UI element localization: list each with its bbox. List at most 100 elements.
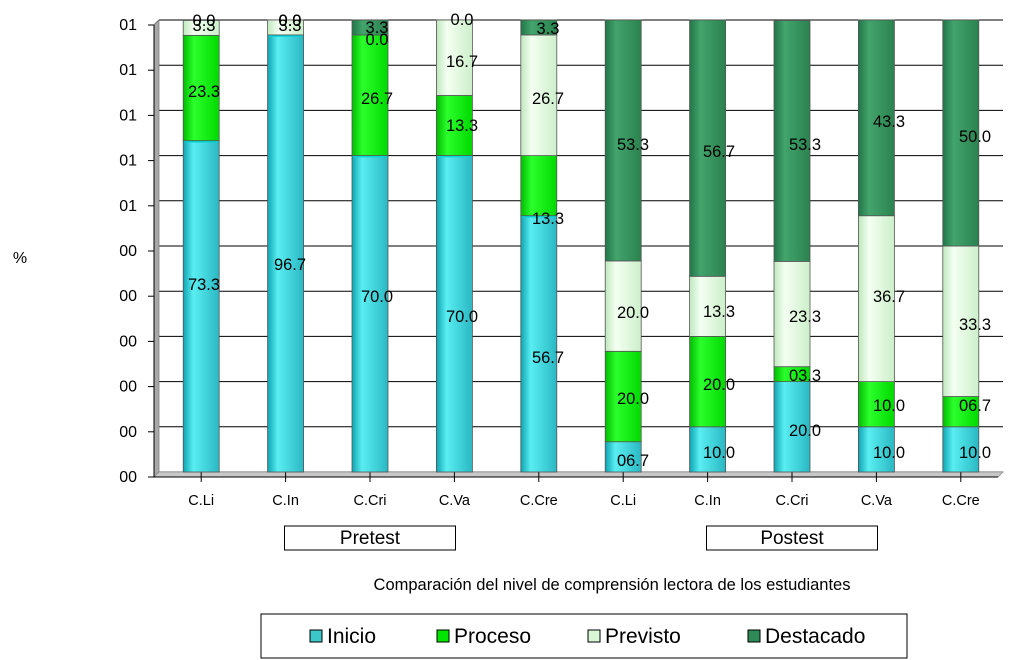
bar-segment-inicio	[435, 155, 473, 473]
data-label-destacado: 3.3	[366, 19, 389, 37]
y-tick-label: 00	[119, 379, 137, 396]
y-tick-label: 00	[119, 424, 137, 441]
bar-segment-proceso	[689, 335, 726, 428]
axes: 00 00 00 00 00 00 01 01 01 01 01	[119, 17, 1004, 486]
data-label-previsto: 16.7	[446, 53, 478, 71]
bar-segment-destacado	[351, 19, 389, 36]
data-label-previsto: 26.7	[532, 90, 564, 108]
data-label-proceso: 03.3	[789, 367, 821, 385]
data-label-previsto: 33.3	[959, 316, 991, 334]
data-label-previsto: 23.3	[789, 308, 821, 326]
bar-segment-inicio	[942, 426, 980, 473]
y-axis-title: %	[13, 250, 27, 267]
data-label-destacado: 3.3	[537, 20, 560, 38]
data-label-destacado: 53.3	[789, 136, 821, 154]
bar-segment-proceso	[435, 95, 473, 157]
legend: Inicio Proceso Previsto Destacado	[260, 613, 908, 659]
y-tick-label: 00	[119, 288, 137, 305]
bar-segment-destacado	[942, 19, 980, 247]
data-label-inicio: 56.7	[532, 349, 564, 367]
data-label-inicio: 70.0	[361, 288, 393, 306]
x-tick-label: C.In	[694, 493, 721, 509]
data-label-destacado: 0.0	[451, 11, 474, 29]
x-tick-label: C.Li	[610, 493, 636, 509]
data-label-inicio: 10.0	[959, 444, 991, 462]
data-label-proceso: 06.7	[959, 397, 991, 415]
data-labels: 73.323.33.30.096.73.30.00.070.026.70.03.…	[188, 11, 991, 470]
data-label-proceso: 13.3	[532, 210, 564, 228]
group-labels: Pretest Postest	[284, 525, 878, 551]
bar-segment-destacado	[520, 19, 558, 36]
bar-segment-inicio	[773, 381, 811, 473]
data-label-destacado: 50.0	[959, 128, 991, 146]
data-label-destacado: 53.3	[617, 136, 649, 154]
data-label-proceso: 10.0	[873, 397, 905, 415]
y-tick-label: 00	[119, 469, 137, 486]
legend-swatch-inicio	[309, 629, 323, 643]
bar-segment-inicio	[182, 140, 220, 473]
bar-segment-previsto	[604, 260, 642, 352]
data-label-previsto: 36.7	[873, 288, 905, 306]
x-tick-label: C.Cri	[353, 493, 386, 509]
data-label-inicio: 10.0	[873, 444, 905, 462]
y-tick-label: 01	[119, 17, 137, 34]
data-label-destacado: 43.3	[873, 113, 905, 131]
bars	[182, 19, 980, 473]
data-label-proceso: 23.3	[188, 83, 220, 101]
bar-segment-proceso	[351, 34, 389, 156]
y-tick-label: 01	[119, 107, 137, 124]
y-tick-label: 00	[119, 333, 137, 350]
y-tick-label: 00	[119, 243, 137, 260]
x-tick-label: C.In	[272, 493, 299, 509]
data-label-proceso: 20.0	[617, 390, 649, 408]
bar-segment-destacado	[858, 19, 895, 217]
bar-segment-destacado	[773, 20, 811, 262]
data-label-previsto: 13.3	[703, 303, 735, 321]
bar-segment-previsto	[435, 19, 473, 96]
data-label-proceso: 13.3	[446, 117, 478, 135]
bar-segment-previsto	[689, 275, 726, 337]
data-label-previsto: 3.3	[193, 17, 216, 35]
legend-frame	[260, 613, 908, 659]
data-label-proceso: 20.0	[703, 376, 735, 394]
floor	[153, 471, 1004, 478]
bar-segment-proceso	[604, 350, 642, 443]
group-label-pretest: Pretest	[340, 528, 401, 549]
x-tick-label: C.Va	[861, 493, 893, 509]
data-label-inicio: 96.7	[274, 256, 306, 274]
bar-segment-previsto	[182, 20, 220, 36]
bar-segment-inicio	[351, 155, 389, 473]
data-label-destacado: 56.7	[703, 143, 735, 161]
x-axis-tick-labels: C.Li C.In C.Cri C.Va C.Cre C.Li C.In C.Cri C.Va C…	[188, 493, 979, 509]
bar-segment-destacado	[689, 19, 726, 277]
group-box-pretest	[284, 525, 456, 551]
x-tick-label: C.Va	[439, 493, 471, 509]
data-label-previsto: 0.0	[279, 12, 302, 30]
legend-label-previsto: Previsto	[605, 625, 681, 648]
data-label-inicio: 10.0	[703, 444, 735, 462]
bar-segment-proceso	[520, 155, 558, 217]
x-tick-label: C.Cre	[520, 493, 558, 509]
data-label-inicio: 70.0	[446, 308, 478, 326]
bar-segment-inicio	[267, 34, 305, 473]
data-label-inicio: 73.3	[188, 276, 220, 294]
data-label-inicio: 06.7	[617, 452, 649, 470]
x-tick-label: C.Cri	[775, 493, 808, 509]
data-label-destacado: 0.0	[193, 12, 216, 30]
legend-label-inicio: Inicio	[327, 625, 376, 648]
bar-segment-proceso	[942, 396, 980, 428]
bar-segment-inicio	[520, 215, 558, 473]
data-label-previsto: 20.0	[617, 304, 649, 322]
data-label-inicio: 20.0	[789, 422, 821, 440]
legend-swatch-previsto	[587, 629, 601, 643]
x-tick-label: C.Cre	[942, 493, 980, 509]
legend-swatch-destacado	[747, 629, 761, 643]
legend-label-destacado: Destacado	[765, 625, 865, 648]
bar-segment-proceso	[182, 34, 220, 142]
bar-segment-inicio	[604, 441, 642, 473]
x-axis-title: Comparación del nivel de comprensión lec…	[374, 576, 851, 594]
y-tick-label: 01	[119, 198, 137, 215]
x-tick-label: C.Li	[188, 493, 214, 509]
